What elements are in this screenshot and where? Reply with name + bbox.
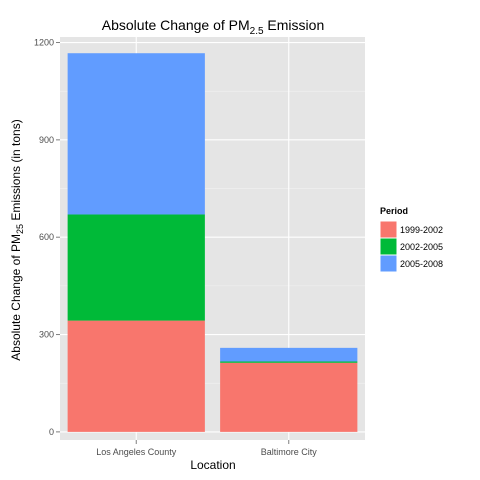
legend: Period 1999-2002 2002-2005 2005-2008 (379, 206, 443, 273)
x-axis-title: Location (190, 458, 235, 472)
y-axis-title-main: Absolute Change of PM (9, 234, 23, 361)
bar-segment (220, 347, 358, 362)
legend-title: Period (380, 206, 408, 216)
bar-segment (220, 362, 358, 432)
y-tick-label: 1200 (34, 38, 54, 48)
y-tick-label: 0 (49, 427, 54, 437)
legend-label: 2005-2008 (400, 259, 443, 269)
legend-label: 1999-2002 (400, 225, 443, 235)
y-tick-label: 300 (39, 330, 54, 340)
chart-title-main: Absolute Change of PM (102, 17, 250, 33)
y-tick-label: 900 (39, 135, 54, 145)
y-axis-title-tail: Emissions (in tons) (9, 119, 23, 224)
bar-segment (220, 361, 358, 363)
x-axis: Los Angeles County Baltimore City (96, 440, 317, 457)
bars (67, 53, 358, 432)
bar-segment (67, 214, 205, 321)
bar-segment (67, 320, 205, 432)
x-tick-label: Los Angeles County (96, 447, 177, 457)
chart-title: Absolute Change of PM2.5 Emission (102, 17, 324, 37)
y-axis: 0 300 600 900 1200 (34, 38, 60, 437)
y-axis-title: Absolute Change of PM25 Emissions (in to… (9, 119, 25, 360)
legend-key (380, 238, 397, 255)
bar-segment (67, 53, 205, 215)
y-tick-label: 600 (39, 232, 54, 242)
legend-key (380, 255, 397, 272)
y-axis-title-subscript: 25 (15, 224, 25, 234)
chart-title-tail: Emission (264, 17, 325, 33)
legend-label: 2002-2005 (400, 242, 443, 252)
x-tick-label: Baltimore City (261, 447, 318, 457)
legend-key (380, 221, 397, 238)
chart-title-subscript: 2.5 (250, 26, 264, 37)
